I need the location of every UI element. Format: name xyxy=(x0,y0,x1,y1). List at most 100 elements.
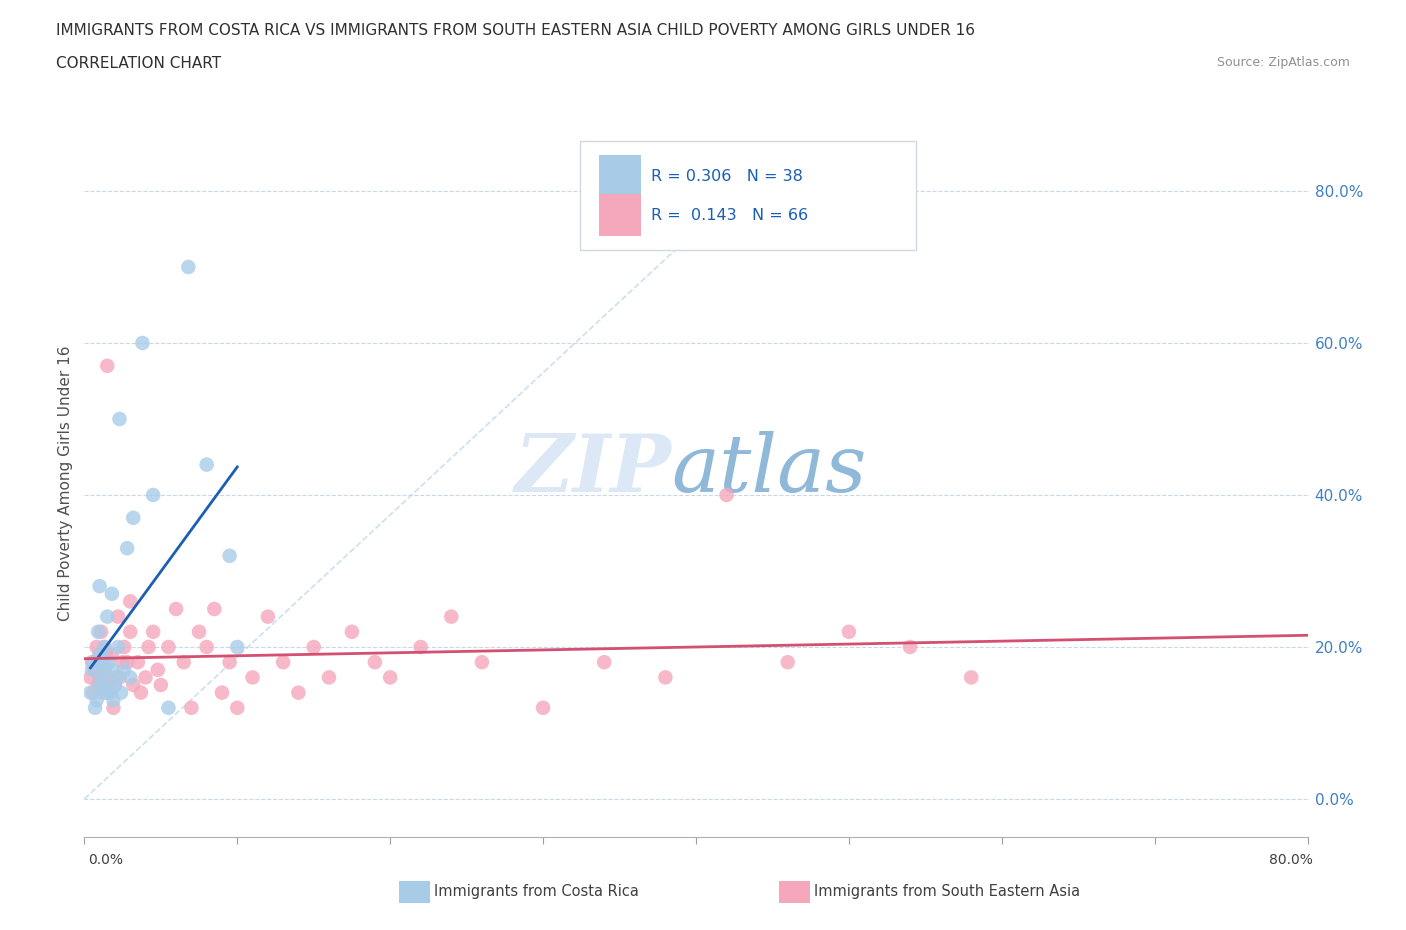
Text: R = 0.306   N = 38: R = 0.306 N = 38 xyxy=(651,168,803,183)
Point xyxy=(112,640,135,655)
Point xyxy=(98,685,121,700)
Point xyxy=(135,670,157,684)
Text: atlas: atlas xyxy=(672,431,868,508)
Point xyxy=(257,609,280,624)
Point xyxy=(195,640,218,655)
Point xyxy=(79,685,101,700)
Point xyxy=(180,700,202,715)
Text: IMMIGRANTS FROM COSTA RICA VS IMMIGRANTS FROM SOUTH EASTERN ASIA CHILD POVERTY A: IMMIGRANTS FROM COSTA RICA VS IMMIGRANTS… xyxy=(56,23,976,38)
Text: CORRELATION CHART: CORRELATION CHART xyxy=(56,56,221,71)
Point xyxy=(122,511,145,525)
Point xyxy=(89,647,111,662)
Point xyxy=(202,602,225,617)
Point xyxy=(108,670,131,684)
Point xyxy=(340,624,363,639)
Point xyxy=(960,670,983,684)
Point xyxy=(105,670,128,684)
Point xyxy=(86,640,108,655)
Point xyxy=(409,640,432,655)
Point xyxy=(120,594,142,609)
Point xyxy=(101,662,124,677)
Point xyxy=(96,358,118,373)
Point xyxy=(146,662,169,677)
Point xyxy=(108,412,131,427)
Point xyxy=(80,655,103,670)
Point xyxy=(440,609,463,624)
Point xyxy=(776,655,799,670)
Point xyxy=(838,624,860,639)
FancyBboxPatch shape xyxy=(599,155,641,197)
Point xyxy=(83,685,105,700)
Point xyxy=(91,655,114,670)
Point xyxy=(593,655,616,670)
Point xyxy=(188,624,211,639)
Point xyxy=(218,655,240,670)
Point xyxy=(129,685,152,700)
Point xyxy=(96,685,118,700)
Point xyxy=(104,678,127,693)
Point xyxy=(84,700,107,715)
Point xyxy=(211,685,233,700)
Point xyxy=(103,693,125,708)
Point xyxy=(103,700,125,715)
Point xyxy=(93,662,115,677)
Point xyxy=(97,655,120,670)
Point xyxy=(97,670,120,684)
Point xyxy=(90,670,112,684)
Point xyxy=(226,640,249,655)
Point xyxy=(142,624,165,639)
Point xyxy=(89,678,111,693)
Point xyxy=(173,655,195,670)
Point xyxy=(91,670,114,684)
Point xyxy=(79,670,101,684)
Point xyxy=(110,685,132,700)
Text: Immigrants from Costa Rica: Immigrants from Costa Rica xyxy=(434,884,640,899)
Point xyxy=(96,685,118,700)
Point xyxy=(83,655,105,670)
Point xyxy=(90,624,112,639)
Point xyxy=(89,647,111,662)
Point xyxy=(115,540,138,555)
Point xyxy=(101,586,124,601)
Text: ZIP: ZIP xyxy=(515,431,672,508)
Point xyxy=(87,678,110,693)
Point xyxy=(107,640,129,655)
Point xyxy=(318,670,340,684)
Y-axis label: Child Poverty Among Girls Under 16: Child Poverty Among Girls Under 16 xyxy=(58,346,73,621)
Point xyxy=(127,655,149,670)
Point xyxy=(89,578,111,593)
Point xyxy=(84,662,107,677)
Point xyxy=(107,609,129,624)
Point xyxy=(177,259,200,274)
Point xyxy=(471,655,494,670)
Text: Source: ZipAtlas.com: Source: ZipAtlas.com xyxy=(1216,56,1350,69)
Point xyxy=(87,624,110,639)
Point xyxy=(89,670,111,684)
Point xyxy=(898,640,921,655)
Point xyxy=(86,693,108,708)
Point xyxy=(96,678,118,693)
Point xyxy=(716,487,738,502)
Point xyxy=(287,685,309,700)
Point xyxy=(142,487,165,502)
Point xyxy=(112,662,135,677)
Point xyxy=(120,670,142,684)
Point xyxy=(157,700,180,715)
Point xyxy=(96,609,118,624)
Point xyxy=(98,685,121,700)
Point xyxy=(94,678,117,693)
Text: 0.0%: 0.0% xyxy=(89,853,124,868)
Text: Immigrants from South Eastern Asia: Immigrants from South Eastern Asia xyxy=(814,884,1080,899)
Point xyxy=(165,602,187,617)
Point xyxy=(654,670,676,684)
Point xyxy=(131,336,153,351)
Point xyxy=(93,640,115,655)
FancyBboxPatch shape xyxy=(579,140,917,250)
Point xyxy=(531,700,554,715)
Point xyxy=(149,678,172,693)
Point xyxy=(364,655,387,670)
Point xyxy=(218,549,240,564)
Point xyxy=(93,662,115,677)
Point xyxy=(157,640,180,655)
Point xyxy=(195,458,218,472)
